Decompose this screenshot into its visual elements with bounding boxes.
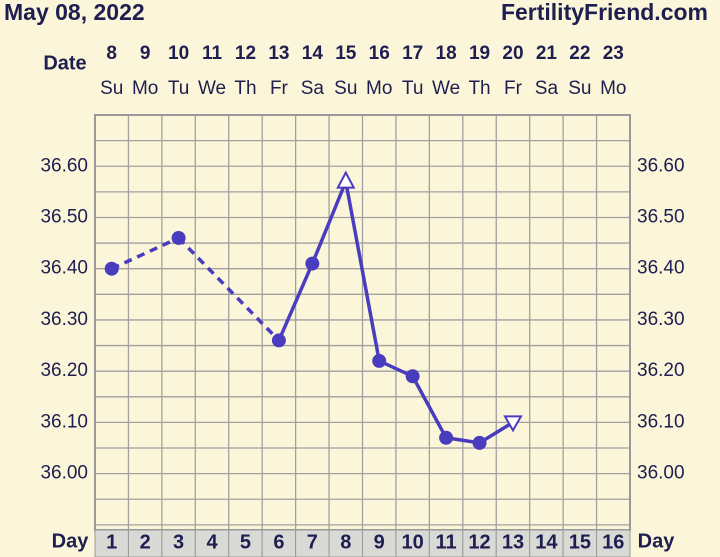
- date-number: 16: [369, 43, 390, 64]
- date-number: 17: [402, 43, 423, 64]
- day-cell: [194, 529, 230, 557]
- y2-tick-label: 36.40: [637, 258, 685, 279]
- date-number: 23: [603, 43, 624, 64]
- date-label: Date: [43, 52, 86, 74]
- day-number: 6: [273, 531, 284, 553]
- y2-tick-label: 36.30: [637, 309, 685, 330]
- date-number: 14: [302, 43, 324, 64]
- day-cell: [462, 529, 497, 557]
- site-name: FertilityFriend.com: [501, 0, 708, 25]
- temp-line: [310, 180, 348, 265]
- temp-point: [472, 435, 487, 450]
- day-number: 7: [307, 531, 318, 553]
- day-cell: [261, 529, 297, 557]
- temp-line: [277, 262, 314, 342]
- weekday: Fr: [270, 78, 289, 99]
- y-tick-label: 36.60: [40, 155, 88, 176]
- weekday: We: [432, 78, 460, 99]
- day-number: 1: [106, 531, 117, 553]
- weekday: Mo: [600, 78, 626, 99]
- chart-title: May 08, 2022: [4, 0, 145, 25]
- day-number: 10: [402, 531, 424, 553]
- temp-point: [439, 430, 454, 445]
- date-number: 15: [335, 43, 357, 64]
- day-number: 14: [535, 531, 558, 553]
- date-number: 8: [106, 43, 117, 64]
- temp-line: [110, 236, 180, 271]
- day-number: 11: [436, 531, 457, 553]
- day-number: 15: [569, 531, 591, 553]
- temp-line: [411, 375, 448, 439]
- temp-line: [177, 236, 281, 342]
- temp-point: [305, 256, 320, 271]
- weekday: Th: [234, 78, 256, 99]
- weekday: Su: [568, 78, 591, 99]
- day-number: 5: [240, 531, 251, 553]
- weekday: Th: [468, 78, 490, 99]
- date-number: 11: [202, 43, 223, 64]
- weekday: Mo: [366, 78, 392, 99]
- day-number: 9: [374, 531, 385, 553]
- weekday: Fr: [504, 78, 523, 99]
- day-number: 8: [340, 531, 351, 553]
- weekday: Sa: [535, 78, 559, 99]
- weekday: We: [198, 78, 226, 99]
- y-tick-label: 36.10: [40, 411, 88, 432]
- temp-line: [344, 181, 381, 362]
- temp-point: [171, 230, 186, 245]
- day-cell: [428, 529, 464, 557]
- temp-point: [405, 369, 420, 384]
- weekday: Tu: [402, 78, 423, 99]
- day-number: 4: [206, 531, 218, 553]
- temp-point: [104, 261, 119, 276]
- day-cell: [161, 529, 196, 557]
- weekday: Mo: [132, 78, 158, 99]
- temp-point: [271, 333, 286, 348]
- date-number: 20: [502, 43, 523, 64]
- y2-tick-label: 36.60: [637, 155, 685, 176]
- temp-point: [372, 353, 387, 368]
- temp-point: [336, 170, 356, 189]
- date-number: 9: [140, 43, 151, 64]
- date-number: 19: [469, 43, 490, 64]
- weekday: Tu: [168, 78, 189, 99]
- y2-tick-label: 36.00: [637, 463, 685, 484]
- date-number: 13: [268, 43, 289, 64]
- date-number: 18: [436, 43, 457, 64]
- y-tick-label: 36.30: [40, 309, 88, 330]
- temp-point: [503, 415, 523, 433]
- y2-tick-label: 36.50: [637, 206, 685, 227]
- y-tick-label: 36.00: [40, 463, 88, 484]
- y2-tick-label: 36.10: [637, 411, 685, 432]
- date-number: 22: [569, 43, 590, 64]
- day-label: Day: [52, 530, 90, 552]
- day-number: 12: [468, 531, 490, 553]
- date-number: 10: [168, 43, 189, 64]
- y-tick-label: 36.20: [40, 360, 88, 381]
- day-label-right: Day: [638, 530, 676, 552]
- weekday: Su: [100, 78, 123, 99]
- date-number: 12: [235, 43, 256, 64]
- weekday: Sa: [301, 78, 325, 99]
- day-number: 16: [602, 531, 624, 553]
- day-number: 13: [502, 531, 524, 553]
- date-number: 21: [536, 43, 558, 64]
- day-number: 2: [140, 531, 151, 553]
- weekday: Su: [334, 78, 357, 99]
- day-cell: [596, 529, 631, 557]
- y-tick-label: 36.40: [40, 258, 88, 279]
- day-cell: [362, 529, 397, 557]
- day-cell: [562, 529, 598, 557]
- y2-tick-label: 36.20: [637, 360, 685, 381]
- y-tick-label: 36.50: [40, 206, 88, 227]
- day-number: 3: [173, 531, 184, 553]
